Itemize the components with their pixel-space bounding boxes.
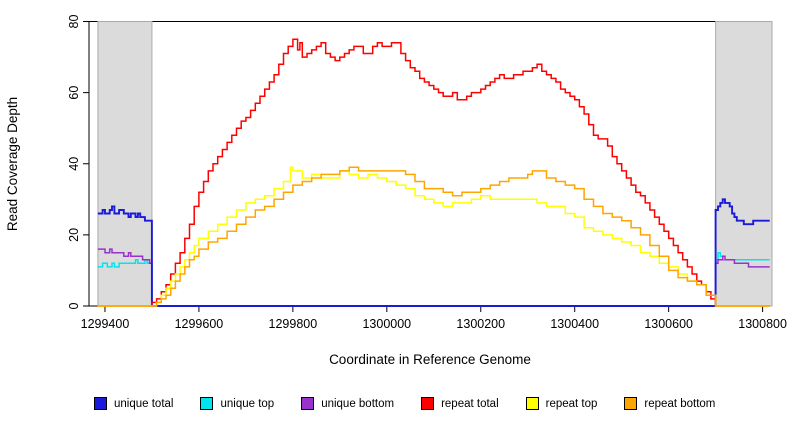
plot-box <box>88 21 773 307</box>
x-tick-label: 1299400 <box>81 317 130 331</box>
x-tick-label: 1299800 <box>269 317 318 331</box>
legend-swatch-repeat-top <box>525 397 539 410</box>
x-tick-label: 1300800 <box>738 317 787 331</box>
x-tick-label: 1300600 <box>644 317 693 331</box>
x-axis-title: Coordinate in Reference Genome <box>329 352 531 367</box>
legend-entry-repeat-top: repeat top <box>525 397 598 410</box>
legend-swatch-unique-top <box>200 397 214 410</box>
y-tick-label: 40 <box>67 157 81 171</box>
legend-entry-unique-top: unique top <box>200 397 274 410</box>
plot-canvas: 1299400 1299600 1299800 1300000 1300200 13004… <box>67 15 787 331</box>
legend-label: repeat bottom <box>644 397 716 410</box>
y-tick-label: 20 <box>67 228 81 242</box>
x-tick-label: 1300200 <box>456 317 505 331</box>
legend-entry-unique-total: unique total <box>94 397 173 410</box>
legend-label: unique top <box>220 397 275 410</box>
series-line-repeat-top <box>97 166 770 307</box>
y-tick-label: 60 <box>67 86 81 100</box>
y-axis-title: Read Coverage Depth <box>5 96 20 232</box>
legend-swatch-repeat-total <box>421 397 435 410</box>
y-tick-label: 0 <box>67 302 81 309</box>
legend-swatch-unique-total <box>94 397 107 410</box>
legend-label: unique bottom <box>321 397 395 410</box>
series-line-unique-top <box>97 251 770 307</box>
x-tick-label: 1300400 <box>550 317 599 331</box>
legend-entry-repeat-bottom: repeat bottom <box>624 397 715 410</box>
series-line-repeat-total <box>97 38 770 307</box>
legend-swatch-unique-bottom <box>301 397 315 410</box>
legend-swatch-repeat-bottom <box>624 397 638 410</box>
series-line-repeat-bottom <box>97 166 770 307</box>
series-line-unique-bottom <box>97 248 770 307</box>
series-line-unique-total <box>97 198 770 307</box>
x-tick-label: 1300000 <box>362 317 411 331</box>
x-tick-label: 1299600 <box>175 317 224 331</box>
y-tick-label: 80 <box>67 15 81 29</box>
legend: unique total unique top unique bottom repea… <box>94 397 784 410</box>
legend-label: repeat top <box>545 397 598 410</box>
legend-entry-repeat-total: repeat total <box>421 397 499 410</box>
legend-entry-unique-bottom: unique bottom <box>301 397 394 410</box>
legend-label: repeat total <box>441 397 499 410</box>
legend-label: unique total <box>114 397 174 410</box>
